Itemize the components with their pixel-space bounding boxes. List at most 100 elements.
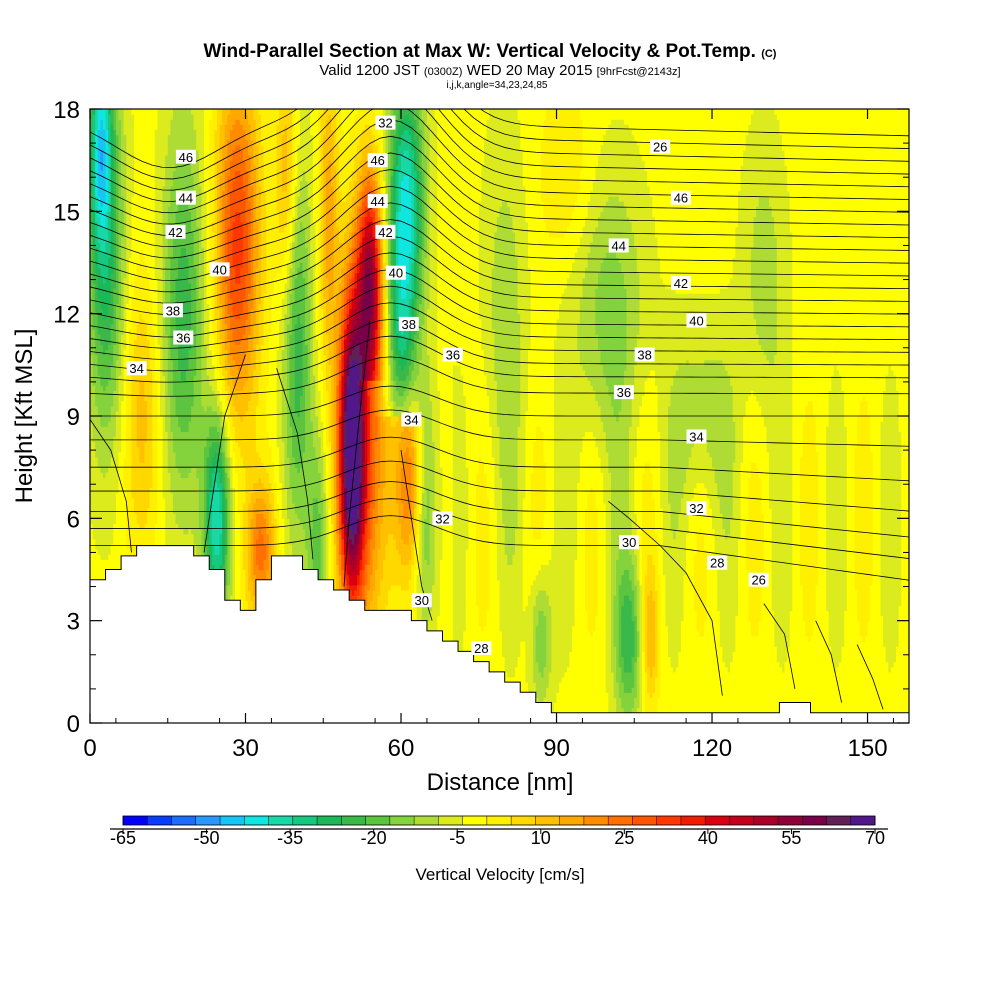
field-cell [97, 538, 101, 545]
field-cell [90, 109, 94, 115]
field-cell [115, 543, 120, 550]
field-cell [134, 395, 138, 402]
field-cell [126, 446, 130, 453]
field-cell [126, 236, 130, 243]
field-cell [134, 308, 138, 315]
field-cell [97, 303, 101, 310]
field-cell [105, 242, 109, 248]
field-cell [97, 451, 101, 458]
field-cell [113, 119, 117, 125]
field-cell [105, 543, 109, 550]
field-cell [100, 436, 104, 443]
field-cell [115, 472, 120, 478]
field-cell [123, 165, 127, 171]
field-cell [141, 451, 146, 458]
field-cell [136, 170, 140, 177]
field-cell [95, 109, 99, 115]
field-cell [113, 190, 117, 197]
field-cell [102, 569, 107, 576]
field-cell [90, 313, 94, 320]
field-cell [121, 190, 125, 197]
field-cell [90, 502, 94, 509]
field-cell [115, 190, 120, 197]
field-cell [102, 559, 107, 565]
field-cell [90, 385, 94, 392]
field-cell [92, 405, 96, 412]
field-cell [144, 436, 148, 443]
field-cell [123, 267, 127, 274]
field-cell [123, 109, 127, 115]
field-cell [100, 385, 104, 392]
field-cell [113, 313, 117, 320]
field-cell [134, 446, 138, 453]
field-cell [90, 569, 94, 576]
field-cell [115, 421, 120, 427]
field-cell [100, 359, 104, 366]
field-cell [100, 303, 104, 310]
field-cell [92, 206, 96, 212]
field-cell [139, 216, 143, 223]
field-cell [141, 298, 146, 305]
field-cell [128, 528, 133, 535]
field-cell [92, 129, 96, 136]
field-cell [108, 426, 112, 432]
field-cell [95, 513, 99, 519]
field-cell [110, 477, 114, 484]
field-cell [121, 231, 125, 238]
field-cell [126, 175, 130, 182]
field-cell [134, 477, 138, 484]
field-cell [113, 221, 117, 228]
field-cell [95, 282, 99, 289]
field-cell [139, 180, 143, 187]
field-cell [131, 160, 135, 166]
field-cell [128, 165, 133, 171]
field-cell [100, 165, 104, 171]
field-cell [134, 405, 138, 412]
field-cell [121, 416, 125, 422]
field-cell [139, 303, 143, 310]
field-cell [139, 492, 143, 499]
field-cell [92, 538, 96, 545]
field-cell [108, 477, 112, 484]
field-cell [136, 528, 140, 535]
field-cell [131, 288, 135, 294]
field-cell [128, 456, 133, 463]
field-cell [141, 385, 146, 392]
field-cell [136, 211, 140, 218]
field-cell [134, 533, 138, 540]
field-cell [139, 456, 143, 463]
field-cell [100, 298, 104, 305]
field-cell [110, 242, 114, 248]
field-cell [97, 272, 101, 279]
field-cell [134, 523, 138, 530]
field-cell [102, 247, 107, 253]
field-cell [141, 211, 146, 218]
field-cell [90, 226, 94, 233]
field-cell [139, 528, 143, 535]
field-cell [105, 165, 109, 171]
field-cell [123, 236, 127, 243]
field-cell [105, 262, 109, 269]
field-cell [115, 226, 120, 233]
field-cell [126, 211, 130, 218]
field-cell [90, 364, 94, 371]
field-cell [90, 462, 94, 468]
field-cell [113, 236, 117, 243]
field-cell [115, 149, 120, 156]
field-cell [90, 129, 94, 136]
field-cell [131, 538, 135, 545]
field-cell [95, 405, 99, 412]
field-cell [126, 339, 130, 345]
field-cell [126, 354, 130, 361]
field-cell [113, 288, 117, 294]
field-cell [121, 180, 125, 187]
field-cell [110, 170, 114, 177]
field-cell [126, 277, 130, 284]
field-cell [139, 109, 143, 115]
field-cell [115, 339, 120, 345]
field-cell [131, 344, 135, 351]
field-cell [121, 385, 125, 392]
field-cell [141, 410, 146, 417]
field-cell [121, 410, 125, 417]
field-cell [139, 482, 143, 489]
